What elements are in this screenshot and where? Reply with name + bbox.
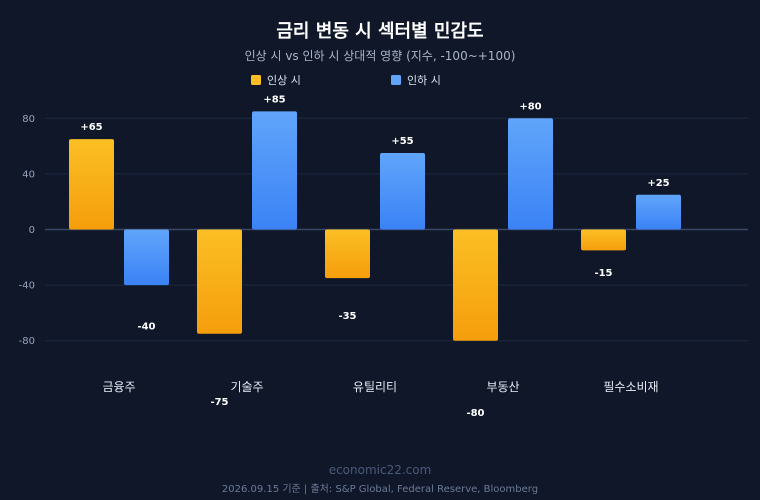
y-tick-label: 80 xyxy=(22,114,35,125)
legend-swatch-1 xyxy=(391,75,401,85)
y-tick-label: -80 xyxy=(19,336,35,347)
bar-0-1 xyxy=(124,229,169,286)
data-labels: +65 -40 -75 +85 -35 +55 -80 +80 -15 +25 xyxy=(80,94,669,419)
data-label-4-0: -15 xyxy=(594,268,612,279)
bar-1-1 xyxy=(252,111,297,230)
data-label-1-0: -75 xyxy=(210,397,228,408)
bar-3-0 xyxy=(453,229,498,341)
bars xyxy=(69,111,681,341)
chart-title: 금리 변동 시 섹터별 민감도 xyxy=(276,21,483,42)
chart-subtitle: 인상 시 vs 인하 시 상대적 영향 (지수, -100~+100) xyxy=(245,49,516,63)
data-label-3-1: +80 xyxy=(519,101,541,112)
watermark: economic22.com xyxy=(329,463,432,477)
x-tick-label: 부동산 xyxy=(486,380,519,394)
legend: 인상 시 인하 시 xyxy=(251,73,441,87)
legend-label-1: 인하 시 xyxy=(407,73,441,87)
x-tick-label: 금융주 xyxy=(102,380,135,394)
legend-swatch-0 xyxy=(251,75,261,85)
bar-1-0 xyxy=(197,229,242,334)
data-label-2-1: +55 xyxy=(391,136,413,147)
x-tick-label: 유틸리티 xyxy=(353,380,397,394)
data-label-4-1: +25 xyxy=(647,178,669,189)
bar-2-1 xyxy=(380,153,425,230)
x-tick-label: 필수소비재 xyxy=(603,380,658,394)
bar-3-1 xyxy=(508,118,553,230)
data-label-3-0: -80 xyxy=(466,408,484,419)
y-tick-label: 0 xyxy=(29,225,35,236)
x-axis-ticks: 금융주 기술주 유틸리티 부동산 필수소비재 xyxy=(102,380,658,394)
data-label-0-1: -40 xyxy=(137,322,155,333)
data-label-2-0: -35 xyxy=(338,311,356,322)
x-tick-label: 기술주 xyxy=(230,380,263,394)
data-label-0-0: +65 xyxy=(80,122,102,133)
bar-2-0 xyxy=(325,229,370,279)
data-label-1-1: +85 xyxy=(263,94,285,105)
legend-label-0: 인상 시 xyxy=(267,74,301,87)
y-tick-label: -40 xyxy=(19,281,35,292)
footer-source: 2026.09.15 기준 | 출처: S&P Global, Federal … xyxy=(222,483,538,495)
bar-4-1 xyxy=(636,194,681,230)
bar-0-0 xyxy=(69,139,114,230)
y-tick-label: 40 xyxy=(22,169,35,180)
bar-4-0 xyxy=(581,229,626,251)
